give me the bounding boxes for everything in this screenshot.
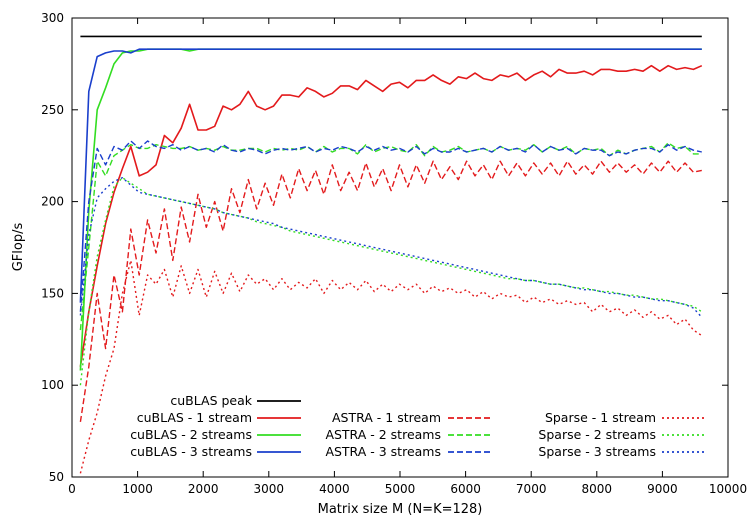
x-tick-label: 3000: [254, 482, 285, 496]
legend-label-10: Sparse - 3 streams: [538, 444, 656, 459]
series-line-4: [79, 48, 702, 303]
y-tick-label: 250: [41, 103, 64, 117]
series-line-5: [79, 160, 702, 423]
series-line-8: [79, 259, 703, 474]
legend-label-9: Sparse - 2 streams: [538, 427, 656, 442]
series-line-7: [79, 140, 702, 312]
legend: cuBLAS peak cuBLAS - 1 stream cuBLAS - 2 s…: [130, 393, 706, 459]
x-tick-label: 5000: [385, 482, 416, 496]
legend-label-1: cuBLAS peak: [170, 393, 252, 408]
legend-label-4: cuBLAS - 3 streams: [130, 444, 252, 459]
series-line-6: [79, 142, 702, 331]
series-line-3: [79, 48, 702, 371]
legend-label-2: cuBLAS - 1 stream: [137, 410, 252, 425]
plot-frame: [71, 17, 729, 478]
x-axis-label: Matrix size M (N=K=128): [318, 502, 483, 517]
y-tick-label: 150: [41, 286, 64, 300]
x-tick-label: 2000: [188, 482, 219, 496]
x-tick-label: 4000: [319, 482, 350, 496]
y-tick-label: 100: [41, 378, 64, 392]
series-line-2: [79, 64, 703, 367]
series-line-9: [79, 176, 703, 386]
legend-label-3: cuBLAS - 2 streams: [130, 427, 252, 442]
x-tick-label: 0: [68, 482, 76, 496]
legend-label-8: Sparse - 1 stream: [545, 410, 656, 425]
series-lines: [79, 35, 703, 474]
legend-label-7: ASTRA - 3 streams: [325, 444, 441, 459]
x-tick-label: 10000: [709, 482, 747, 496]
y-tick-label: 300: [41, 11, 64, 25]
legend-label-5: ASTRA - 1 stream: [332, 410, 441, 425]
x-tick-label: 6000: [450, 482, 481, 496]
x-tick-label: 7000: [516, 482, 547, 496]
y-tick-label: 200: [41, 195, 64, 209]
y-tick-label: 50: [49, 470, 64, 484]
x-tick-label: 1000: [122, 482, 153, 496]
x-tick-label: 9000: [647, 482, 678, 496]
axis-ticks: 0 1000 2000 3000 4000 5000 6000 7000 8000 9000 100…: [41, 11, 747, 496]
legend-label-6: ASTRA - 2 streams: [325, 427, 441, 442]
x-tick-label: 8000: [582, 482, 613, 496]
y-axis-label: GFlop/s: [11, 223, 26, 272]
